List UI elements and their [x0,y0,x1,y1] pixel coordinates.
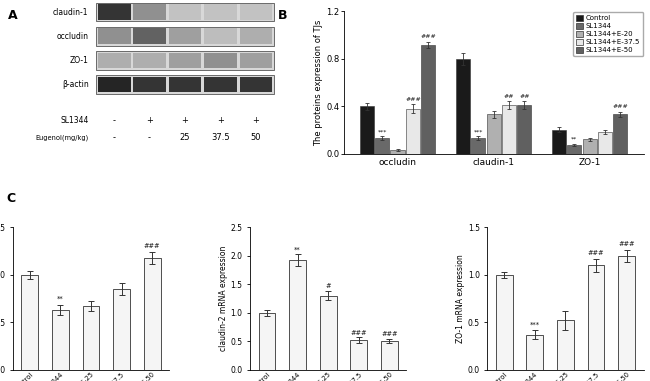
Text: SL1344: SL1344 [60,116,88,125]
Bar [614,114,627,154]
Text: 50: 50 [251,133,261,142]
Text: β-actin: β-actin [62,80,88,89]
Bar [21,275,38,370]
Text: ##: ## [504,94,514,99]
Text: Eugenol(mg/kg): Eugenol(mg/kg) [35,134,88,141]
Bar [618,256,635,370]
Bar [204,29,237,44]
Bar [381,341,398,370]
Text: **: ** [294,247,301,253]
Bar [98,4,131,20]
Text: 37.5: 37.5 [211,133,230,142]
Text: ##: ## [519,94,530,99]
Bar [320,296,337,370]
Text: claudin-1: claudin-1 [53,8,88,17]
Bar [133,53,166,68]
Text: ***: *** [530,322,540,327]
Text: 25: 25 [180,133,190,142]
Bar [471,138,486,154]
Text: ###: ### [612,104,629,109]
Bar [239,53,272,68]
Bar [96,75,274,94]
Bar [133,77,166,93]
Bar [421,45,436,154]
Bar [98,77,131,93]
Bar [96,27,274,46]
Y-axis label: ZO-1 mRNA expression: ZO-1 mRNA expression [456,254,465,343]
Bar [98,53,131,68]
Bar [113,289,130,370]
Text: ***: *** [474,129,483,134]
Text: C: C [6,192,16,205]
Bar [168,53,202,68]
Text: B: B [278,9,287,22]
Text: ###: ### [381,331,398,337]
Bar [567,145,581,154]
Text: #: # [326,283,331,290]
Text: A: A [8,9,18,22]
Text: ###: ### [405,97,421,102]
Text: **: ** [571,137,577,142]
Bar [502,105,516,154]
Bar [98,29,131,44]
Text: +: + [252,116,259,125]
Bar [487,114,501,154]
Text: +: + [181,116,188,125]
Bar [359,106,374,154]
Bar [144,258,161,370]
Bar [168,4,202,20]
Bar [204,53,237,68]
Bar [239,77,272,93]
Bar [83,306,99,370]
Bar [168,29,202,44]
Bar [598,132,612,154]
Bar [259,313,276,370]
Bar [289,260,306,370]
Bar [239,4,272,20]
Text: -: - [112,133,116,142]
Bar [406,109,420,154]
Bar [204,77,237,93]
Bar [52,310,69,370]
Text: ###: ### [618,241,635,247]
Y-axis label: claudin-2 mRNA expression: claudin-2 mRNA expression [218,246,227,351]
Bar [168,77,202,93]
Bar [526,335,543,370]
Bar [588,265,604,370]
Text: ###: ### [421,35,436,40]
Text: **: ** [57,296,64,302]
Bar [456,59,470,154]
Bar [552,130,566,154]
Legend: Control, SL1344, SL1344+E-20, SL1344+E-37.5, SL1344+E-50: Control, SL1344, SL1344+E-20, SL1344+E-3… [573,12,643,56]
Bar [496,275,513,370]
Text: -: - [148,133,151,142]
Text: -: - [112,116,116,125]
Text: +: + [146,116,153,125]
Text: +: + [217,116,224,125]
Bar [557,320,574,370]
Text: ###: ### [144,243,161,249]
Bar [96,3,274,21]
Text: ***: *** [378,129,387,134]
Text: ZO-1: ZO-1 [70,56,88,65]
Bar [96,51,274,70]
Y-axis label: The proteins expression of TJs: The proteins expression of TJs [315,19,324,146]
Text: ###: ### [588,250,604,256]
Text: ###: ### [350,330,367,336]
Text: occludin: occludin [57,32,88,41]
Bar [204,4,237,20]
Bar [391,150,404,154]
Bar [133,4,166,20]
Bar [133,29,166,44]
Bar [239,29,272,44]
Bar [582,139,597,154]
Bar [350,340,367,370]
Bar [375,138,389,154]
Bar [517,105,532,154]
